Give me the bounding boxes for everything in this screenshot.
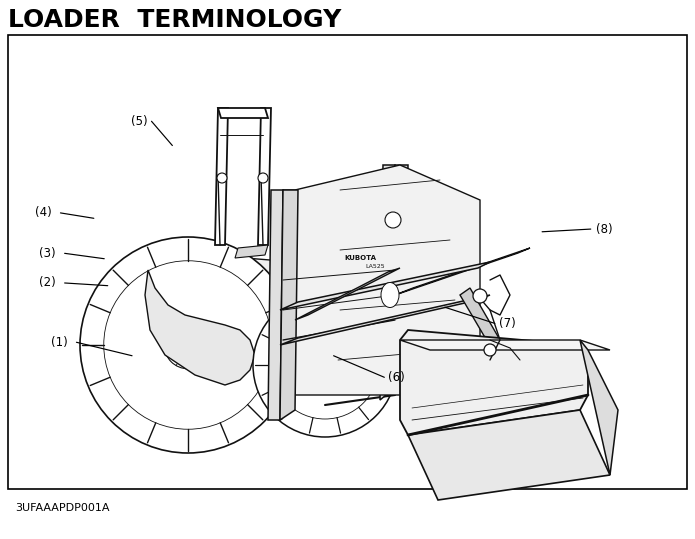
Text: (3): (3) <box>39 247 56 260</box>
Circle shape <box>385 212 401 228</box>
Circle shape <box>104 261 272 429</box>
Polygon shape <box>580 340 618 475</box>
Circle shape <box>271 311 379 419</box>
Polygon shape <box>283 165 480 395</box>
Text: (5): (5) <box>131 115 147 128</box>
Polygon shape <box>295 258 390 295</box>
Circle shape <box>473 289 487 303</box>
Circle shape <box>309 349 341 381</box>
Polygon shape <box>145 270 255 385</box>
Text: (7): (7) <box>499 317 516 330</box>
Text: (2): (2) <box>39 277 56 289</box>
Text: (8): (8) <box>596 223 613 236</box>
Polygon shape <box>268 190 283 420</box>
Polygon shape <box>258 108 271 245</box>
Circle shape <box>80 237 296 453</box>
Circle shape <box>174 331 202 359</box>
Text: (4): (4) <box>35 206 51 219</box>
Polygon shape <box>295 268 400 320</box>
Circle shape <box>484 344 496 356</box>
Circle shape <box>164 321 212 369</box>
Bar <box>8 35 687 489</box>
Text: (1): (1) <box>51 336 67 349</box>
Polygon shape <box>395 248 530 295</box>
Circle shape <box>258 173 268 183</box>
Text: LA525: LA525 <box>365 265 385 270</box>
Circle shape <box>407 240 423 256</box>
Polygon shape <box>215 108 228 245</box>
Text: LOADER  TERMINOLOGY: LOADER TERMINOLOGY <box>8 8 341 32</box>
Circle shape <box>253 293 397 437</box>
Polygon shape <box>408 410 610 500</box>
Polygon shape <box>460 288 500 346</box>
Polygon shape <box>380 165 395 400</box>
Text: 3UFAAAPDP001A: 3UFAAAPDP001A <box>15 503 110 513</box>
Ellipse shape <box>381 282 399 308</box>
Polygon shape <box>215 258 415 400</box>
Polygon shape <box>280 190 298 420</box>
Polygon shape <box>310 218 420 270</box>
Polygon shape <box>400 330 588 435</box>
Polygon shape <box>235 245 268 258</box>
Polygon shape <box>408 218 415 245</box>
Polygon shape <box>280 262 490 310</box>
Polygon shape <box>392 165 408 390</box>
Polygon shape <box>218 108 268 118</box>
Text: KUBOTA: KUBOTA <box>344 255 376 261</box>
Polygon shape <box>400 340 610 350</box>
Polygon shape <box>280 295 490 345</box>
Text: (6): (6) <box>388 371 404 384</box>
Circle shape <box>217 173 227 183</box>
Circle shape <box>316 356 334 374</box>
